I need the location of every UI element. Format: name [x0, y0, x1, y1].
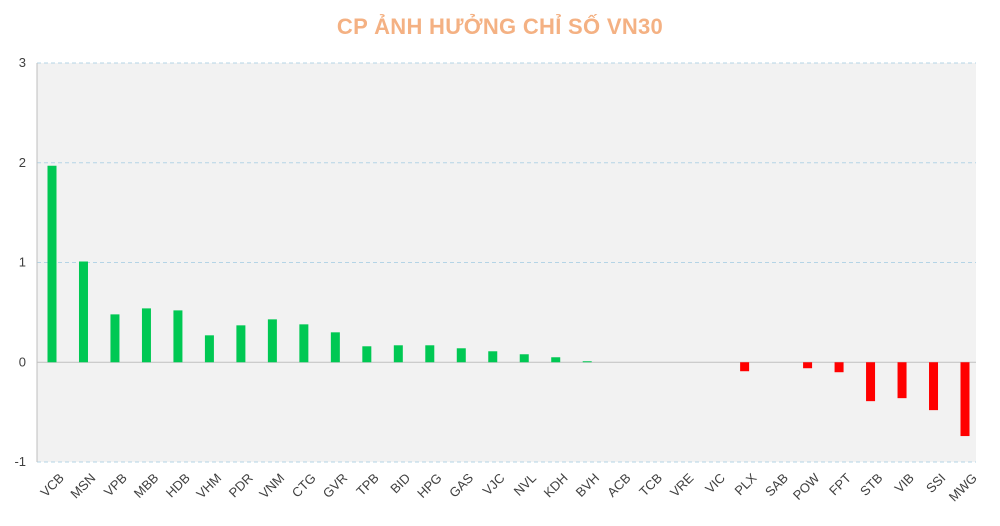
y-axis-ticks: 3 2 1 0 -1 — [14, 55, 26, 469]
bar-vcb — [47, 165, 57, 363]
bar-hdb — [173, 310, 183, 363]
x-tick-label: MWG — [946, 470, 980, 504]
y-tick-label: 3 — [19, 55, 26, 70]
x-tick-label: VRE — [667, 470, 697, 500]
bar-pow — [803, 362, 813, 369]
x-tick-label: MSN — [67, 470, 98, 501]
bar-kdh — [551, 357, 561, 363]
x-tick-label: VJC — [480, 470, 508, 498]
x-tick-label: VCB — [37, 470, 67, 500]
x-tick-label: BID — [387, 470, 413, 496]
bar-ssi — [929, 362, 939, 411]
x-tick-label: NVL — [511, 470, 539, 498]
x-tick-label: FPT — [826, 470, 854, 498]
x-tick-label: VPB — [101, 470, 130, 499]
bar-plx — [740, 362, 750, 372]
x-tick-label: GVR — [320, 470, 351, 501]
x-tick-label: KDH — [541, 470, 571, 500]
x-tick-label: VNM — [256, 470, 287, 501]
x-tick-label: BVH — [573, 470, 603, 500]
y-tick-label: 1 — [19, 255, 26, 270]
x-tick-label: SSI — [923, 470, 948, 495]
x-tick-label: CTG — [289, 470, 319, 500]
chart-title: CP ẢNH HƯỞNG CHỈ SỐ VN30 — [336, 14, 664, 39]
x-tick-label: VIC — [702, 470, 728, 496]
x-tick-label: PDR — [226, 470, 256, 500]
bar-fpt — [834, 362, 844, 373]
bar-msn — [78, 261, 88, 363]
bar-ctg — [299, 324, 309, 363]
x-axis-labels: VCB MSN VPB MBB HDB VHM PDR VNM CTG GVR TPB BID HPG G… — [37, 470, 980, 505]
bar-vhm — [204, 335, 214, 363]
x-tick-label: TPB — [353, 470, 381, 498]
y-tick-label: 2 — [19, 155, 26, 170]
x-tick-label: ACB — [604, 470, 634, 500]
bar-bvh — [582, 361, 592, 363]
x-tick-label: MBB — [131, 470, 162, 501]
bar-gas — [456, 348, 466, 363]
bar-nvl — [519, 354, 529, 363]
x-tick-label: PLX — [732, 470, 760, 498]
bar-pdr — [236, 325, 246, 363]
bar-vib — [897, 362, 907, 399]
x-tick-label: SAB — [762, 470, 791, 499]
y-tick-label: 0 — [19, 354, 26, 369]
x-tick-label: VHM — [193, 470, 224, 501]
bar-vjc — [488, 351, 498, 363]
bar-vpb — [110, 314, 120, 363]
y-tick-label: -1 — [14, 454, 26, 469]
x-tick-label: STB — [857, 470, 885, 498]
bar-mwg — [960, 362, 970, 437]
bar-vnm — [267, 319, 277, 363]
x-tick-label: TCB — [636, 470, 665, 499]
bars — [47, 165, 970, 437]
x-tick-label: HDB — [163, 470, 193, 500]
bar-mbb — [141, 308, 151, 363]
bar-gvr — [330, 332, 340, 363]
x-tick-label: GAS — [446, 470, 476, 500]
bar-hpg — [425, 345, 435, 363]
x-tick-label: HPG — [414, 470, 445, 501]
gridlines — [36, 62, 976, 463]
x-tick-label: VIB — [892, 470, 917, 495]
x-tick-label: POW — [790, 470, 823, 503]
bar-stb — [866, 362, 876, 402]
bar-tpb — [362, 346, 372, 363]
bar-bid — [393, 345, 403, 363]
